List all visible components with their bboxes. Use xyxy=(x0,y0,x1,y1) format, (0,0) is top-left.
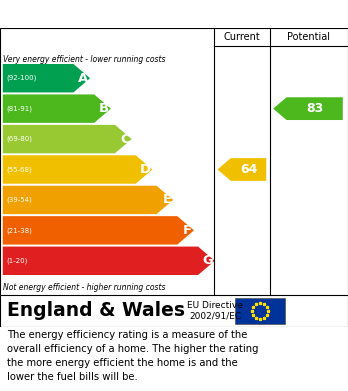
Text: (69-80): (69-80) xyxy=(6,136,32,142)
Text: (1-20): (1-20) xyxy=(6,258,27,264)
Text: Potential: Potential xyxy=(287,32,330,42)
Text: E: E xyxy=(162,194,172,206)
Text: 83: 83 xyxy=(306,102,323,115)
Polygon shape xyxy=(3,95,111,123)
Text: Very energy efficient - lower running costs: Very energy efficient - lower running co… xyxy=(3,56,165,65)
Text: C: C xyxy=(120,133,130,145)
Text: 64: 64 xyxy=(240,163,257,176)
Polygon shape xyxy=(3,216,194,245)
Text: England & Wales: England & Wales xyxy=(7,301,185,321)
Polygon shape xyxy=(3,64,90,92)
Text: (21-38): (21-38) xyxy=(6,227,32,233)
Text: B: B xyxy=(99,102,109,115)
Text: Energy Efficiency Rating: Energy Efficiency Rating xyxy=(8,7,210,22)
Polygon shape xyxy=(218,158,266,181)
Polygon shape xyxy=(3,247,215,275)
Text: (55-68): (55-68) xyxy=(6,166,32,173)
Polygon shape xyxy=(273,97,343,120)
Text: (39-54): (39-54) xyxy=(6,197,32,203)
Text: Current: Current xyxy=(223,32,260,42)
Bar xyxy=(235,298,285,324)
Polygon shape xyxy=(3,125,132,153)
Text: F: F xyxy=(183,224,192,237)
Text: (92-100): (92-100) xyxy=(6,75,37,81)
Text: D: D xyxy=(140,163,151,176)
Text: Not energy efficient - higher running costs: Not energy efficient - higher running co… xyxy=(3,283,165,292)
Polygon shape xyxy=(3,186,173,214)
Text: EU Directive
2002/91/EC: EU Directive 2002/91/EC xyxy=(187,301,243,321)
Text: The energy efficiency rating is a measure of the
overall efficiency of a home. T: The energy efficiency rating is a measur… xyxy=(7,330,259,382)
Polygon shape xyxy=(3,155,152,184)
Text: A: A xyxy=(78,72,88,85)
Text: (81-91): (81-91) xyxy=(6,106,32,112)
Text: G: G xyxy=(202,254,213,267)
